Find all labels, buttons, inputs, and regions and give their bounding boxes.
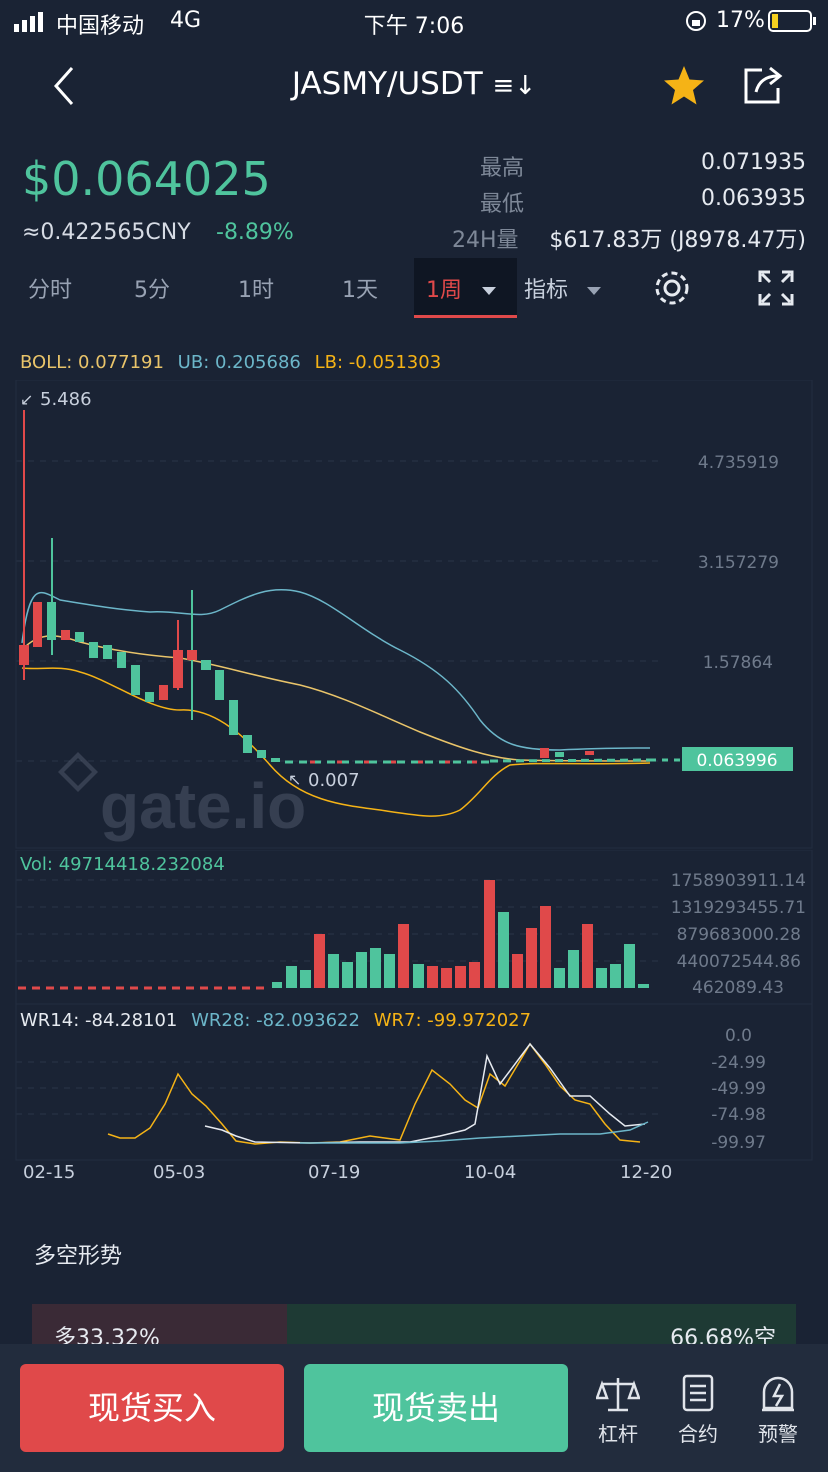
wr28-line [300, 1121, 649, 1144]
last-price-tag-text: 0.063996 [696, 751, 777, 771]
boll-legend: BOLL: 0.077191 UB: 0.205686 LB: -0.05130… [20, 352, 441, 373]
last-price: $0.064025 [22, 152, 271, 206]
tab-5min[interactable]: 5分 [134, 278, 170, 303]
battery-percent: 17% [716, 8, 765, 33]
boll-ub-value: UB: 0.205686 [177, 352, 301, 373]
dropdown-icon [482, 282, 496, 301]
gear-icon [655, 271, 689, 305]
volume-legend: Vol: 49714418.232084 [20, 854, 225, 875]
scale-icon [596, 1378, 640, 1412]
wr-tick-4: -99.97 [711, 1133, 766, 1153]
low-label: 最低 [480, 192, 525, 217]
wr-legend: WR14: -84.28101 WR28: -82.093622 WR7: -9… [20, 1010, 531, 1031]
volume-bars [18, 880, 649, 990]
contract-label: 合约 [678, 1422, 718, 1446]
leverage-button[interactable]: 杠杆 [588, 1372, 648, 1452]
y-tick-2: 1.57864 [703, 653, 773, 673]
wr14-value: WR14: -84.28101 [20, 1010, 178, 1031]
pair-title: JASMY/USDT [291, 66, 483, 102]
wr28-value: WR28: -82.093622 [191, 1010, 360, 1031]
y-tick-1: 3.157279 [698, 553, 779, 573]
y-tick-0: 4.735919 [698, 453, 779, 473]
network-label: 4G [170, 8, 202, 33]
carrier-label: 中国移动 [56, 14, 145, 39]
spot-buy-button[interactable]: 现货买入 [20, 1364, 284, 1452]
wr-tick-2: -49.99 [711, 1079, 766, 1099]
boll-value: BOLL: 0.077191 [20, 352, 164, 373]
tab-1hour[interactable]: 1时 [238, 278, 274, 303]
vol-tick-0: 1758903911.14 [671, 871, 806, 891]
low-marker: 0.007 [308, 770, 360, 791]
share-icon [744, 66, 783, 104]
share-button[interactable] [740, 64, 786, 108]
chart-settings-button[interactable] [652, 268, 692, 312]
high-marker: 5.486 [40, 389, 92, 410]
tab-1week[interactable]: 1周 [414, 258, 517, 318]
status-bar: 中国移动 4G 下午 7:06 17% [0, 0, 828, 44]
back-button[interactable] [40, 62, 88, 110]
high-label: 最高 [480, 156, 525, 181]
orientation-lock-icon [685, 10, 707, 38]
battery-icon [768, 10, 818, 38]
tab-1week-label: 1周 [426, 278, 462, 303]
price-change: -8.89% [216, 220, 294, 245]
clock: 下午 7:06 [363, 14, 465, 39]
alarm-bolt-icon [762, 1376, 794, 1412]
contract-button[interactable]: 合约 [668, 1372, 728, 1452]
pair-switch-icon: ≡↓ [492, 71, 537, 101]
wr-chart[interactable]: 0.0 -24.99 -49.99 -74.98 -99.97 [0, 1004, 828, 1162]
boll-lower-line [21, 667, 651, 817]
spot-sell-button[interactable]: 现货卖出 [304, 1364, 568, 1452]
fullscreen-button[interactable] [758, 270, 794, 310]
x-tick-3: 10-04 [464, 1162, 517, 1183]
volume-chart[interactable]: 1758903911.14 1319293455.71 879683000.28… [0, 850, 828, 1004]
candlestick-chart[interactable]: gate.io [0, 380, 828, 850]
cny-price: ≈0.422565CNY [22, 220, 191, 245]
x-tick-0: 02-15 [23, 1162, 76, 1183]
expand-icon [758, 270, 794, 306]
high-marker-arrow: ↙ [20, 390, 33, 409]
x-tick-1: 05-03 [153, 1162, 206, 1183]
watermark-text: gate.io [100, 770, 306, 842]
tab-1day[interactable]: 1天 [342, 278, 378, 303]
x-tick-4: 12-20 [620, 1162, 673, 1183]
boll-lb-value: LB: -0.051303 [314, 352, 442, 373]
wr14-line [204, 1042, 646, 1144]
leverage-label: 杠杆 [598, 1422, 638, 1446]
low-value: 0.063935 [701, 186, 806, 211]
gate-watermark: gate.io [58, 752, 306, 842]
pair-selector[interactable]: JASMY/USDT ≡↓ [0, 66, 828, 102]
star-icon [664, 66, 704, 105]
back-arrow-icon [53, 67, 74, 105]
wr7-line [107, 1042, 641, 1145]
x-tick-2: 07-19 [308, 1162, 361, 1183]
signal-icon [14, 12, 50, 32]
document-icon [682, 1374, 714, 1412]
high-value: 0.071935 [701, 150, 806, 175]
sentiment-title: 多空形势 [34, 1244, 123, 1269]
boll-middle-line [21, 635, 651, 762]
vol-tick-3: 440072544.86 [677, 952, 801, 972]
alert-label: 预警 [758, 1422, 798, 1446]
alert-button[interactable]: 预警 [748, 1372, 808, 1452]
boll-upper-line [21, 588, 651, 751]
wr-tick-0: 0.0 [725, 1026, 752, 1046]
tab-indicators-label: 指标 [524, 278, 569, 303]
wr7-value: WR7: -99.972027 [373, 1010, 532, 1031]
vol-tick-2: 879683000.28 [677, 925, 801, 945]
tab-indicators[interactable]: 指标 [524, 272, 602, 304]
last-price-tag [682, 747, 793, 771]
wr-tick-3: -74.98 [711, 1105, 766, 1125]
dropdown-icon [587, 282, 602, 301]
favorite-star-button[interactable] [662, 64, 706, 108]
volume-24h-label: 24H量 [452, 228, 519, 253]
volume-24h-value: $617.83万 (J8978.47万) [549, 228, 806, 253]
low-marker-arrow: ↖ [288, 770, 301, 789]
vol-tick-1: 1319293455.71 [671, 898, 806, 918]
wr-tick-1: -24.99 [711, 1053, 766, 1073]
vol-tick-4: 462089.43 [692, 978, 784, 998]
candles [19, 410, 594, 762]
flat-candles [285, 758, 651, 764]
tab-timeshare[interactable]: 分时 [28, 278, 73, 303]
